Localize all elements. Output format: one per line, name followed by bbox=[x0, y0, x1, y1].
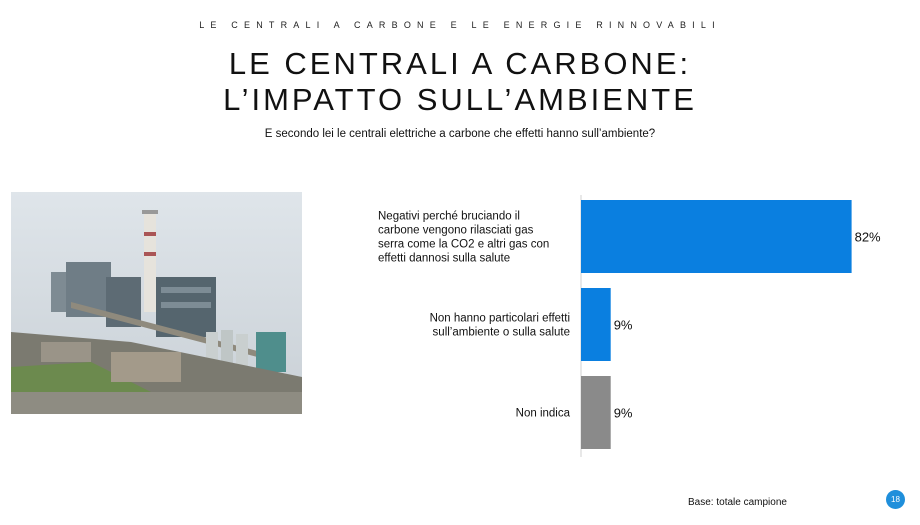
category-label-1-line-4: effetti dannosi sulla salute bbox=[378, 253, 510, 265]
value-label-3: 9% bbox=[614, 406, 633, 421]
power-plant-image bbox=[11, 192, 302, 414]
title-line-1: LE CENTRALI A CARBONE: bbox=[228, 46, 692, 81]
category-label-2: Non hanno particolari effetti sull’ambien… bbox=[430, 313, 570, 339]
category-label-2-line-2: sull’ambiente o sulla salute bbox=[433, 327, 570, 339]
section-kicker: LE CENTRALI A CARBONE E LE ENERGIE RINNO… bbox=[199, 20, 721, 30]
page-title: LE CENTRALI A CARBONE: L’IMPATTO SULL’AM… bbox=[0, 46, 920, 118]
category-label-1-line-1: Negativi perché bruciando il bbox=[378, 211, 520, 223]
value-label-2: 9% bbox=[614, 318, 633, 333]
value-label-1: 82% bbox=[855, 230, 881, 245]
page-number-badge: 18 bbox=[886, 490, 905, 509]
bar-3 bbox=[581, 376, 611, 449]
title-line-2: L’IMPATTO SULL’AMBIENTE bbox=[223, 82, 697, 117]
category-label-1-line-3: serra come la CO2 e altri gas con bbox=[378, 239, 549, 251]
category-label-3-line-1: Non indica bbox=[516, 408, 571, 420]
category-label-3: Non indica bbox=[516, 408, 571, 420]
survey-question: E secondo lei le centrali elettriche a c… bbox=[264, 128, 656, 140]
sample-base-note: Base: totale campione bbox=[688, 497, 787, 508]
category-label-1: Negativi perché bruciando il carbone veng… bbox=[378, 211, 549, 265]
category-label-1-line-2: carbone vengono rilasciati gas bbox=[378, 225, 534, 237]
bar-1 bbox=[581, 200, 852, 273]
bar-2 bbox=[581, 288, 611, 361]
bar-chart: 82% Negativi perché bruciando il carbone v… bbox=[378, 195, 881, 457]
power-plant-photo bbox=[11, 192, 302, 414]
category-label-2-line-1: Non hanno particolari effetti bbox=[430, 313, 570, 325]
